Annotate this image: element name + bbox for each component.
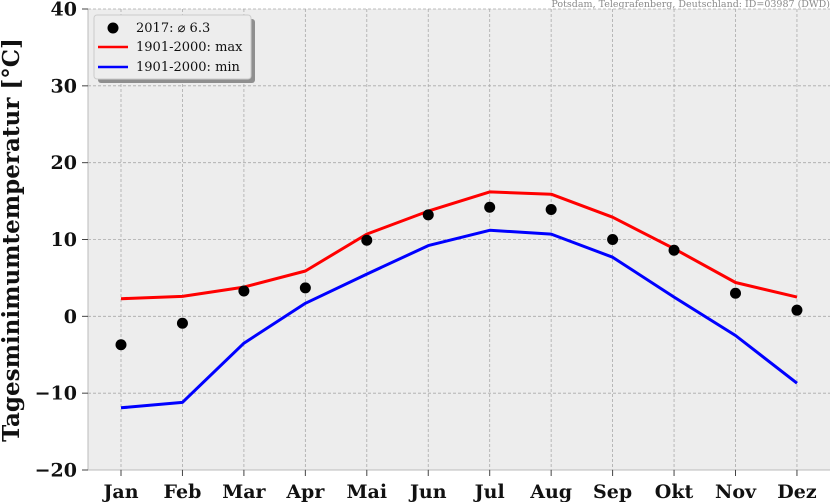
x-tick-label: Aug [529, 481, 572, 502]
data-point [115, 339, 127, 351]
data-point [361, 234, 373, 246]
data-point [791, 304, 803, 316]
y-tick-label: 0 [64, 306, 77, 328]
x-ticks: Jan Feb Mar Apr Mai Jun Jul Aug Sep Okt Nov Dez [101, 470, 817, 502]
x-tick-label: Mar [222, 481, 266, 502]
x-tick-label: Jun [408, 481, 447, 502]
y-tick-label: −20 [35, 460, 77, 482]
series-line-2 [120, 228, 798, 410]
data-point [299, 282, 311, 294]
x-tick-label: Mai [347, 481, 388, 502]
y-tick-label: 30 [51, 75, 77, 97]
series-group [115, 190, 803, 410]
y-tick-label: 20 [51, 152, 77, 174]
x-tick-label: Jul [473, 481, 505, 502]
x-tick-label: Okt [655, 481, 694, 502]
data-point [730, 287, 741, 299]
legend-box [93, 14, 252, 80]
legend-label-max: 1901-2000: max [136, 40, 243, 55]
x-tick-label: Apr [285, 481, 325, 502]
data-point [422, 209, 434, 221]
y-ticks: −20 −10 0 10 20 30 40 [35, 0, 88, 482]
legend-marker-2017 [107, 22, 119, 34]
data-point [668, 244, 680, 256]
source-note: Potsdam, Telegrafenberg, Deutschland: ID… [551, 0, 830, 10]
legend: 2017: ⌀ 6.3 1901-2000: max 1901-2000: mi… [93, 14, 255, 83]
data-point [238, 285, 250, 297]
x-tick-label: Dez [777, 481, 817, 502]
x-tick-label: Sep [593, 481, 632, 502]
data-point [607, 234, 619, 245]
data-point [545, 204, 557, 216]
x-tick-label: Jan [101, 481, 138, 502]
data-point [484, 201, 496, 213]
y-tick-label: −10 [35, 383, 77, 405]
grid [88, 8, 830, 470]
y-tick-label: 10 [51, 229, 77, 251]
legend-label-2017: 2017: ⌀ 6.3 [136, 21, 210, 36]
series-line-1 [120, 190, 798, 301]
x-tick-label: Feb [164, 481, 202, 502]
y-tick-label: 40 [51, 0, 77, 21]
legend-label-min: 1901-2000: min [136, 60, 241, 75]
x-tick-label: Nov [715, 481, 757, 502]
y-axis-label: Tagesminimumtemperatur [°C] [0, 38, 25, 442]
data-point [176, 317, 188, 329]
